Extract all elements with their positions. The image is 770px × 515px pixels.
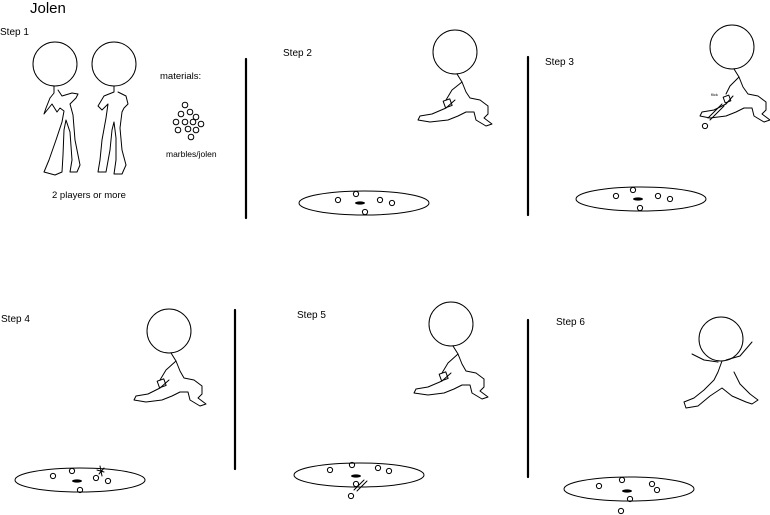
players-caption: 2 players or more [52,190,126,201]
crouching-player-figure [417,29,493,127]
step-6-label: Step 6 [556,317,585,328]
step-1-label: Step 1 [0,27,29,38]
marble-pile [172,101,205,141]
crouching-player-figure [413,301,489,400]
crouching-player-figure [133,308,207,407]
step-3-label: Step 3 [545,57,574,68]
player-figure-right [91,41,137,175]
playing-field-ellipse [293,461,425,500]
playing-field-ellipse [575,186,707,212]
playing-field-ellipse [298,190,430,216]
step-4-label: Step 4 [1,314,30,325]
page-title: Jolen [30,0,66,17]
playing-field-ellipse [14,465,146,494]
celebrating-player-figure [683,316,759,409]
playing-field-ellipse [563,476,695,515]
materials-label: materials: [160,71,202,82]
marbles-caption: marbles/jolen [166,149,217,159]
step-2-label: Step 2 [283,48,312,59]
player-figure-left [32,41,81,176]
step-5-label: Step 5 [297,310,326,321]
crouching-player-figure [699,24,770,130]
flick-label: flick [711,92,718,97]
